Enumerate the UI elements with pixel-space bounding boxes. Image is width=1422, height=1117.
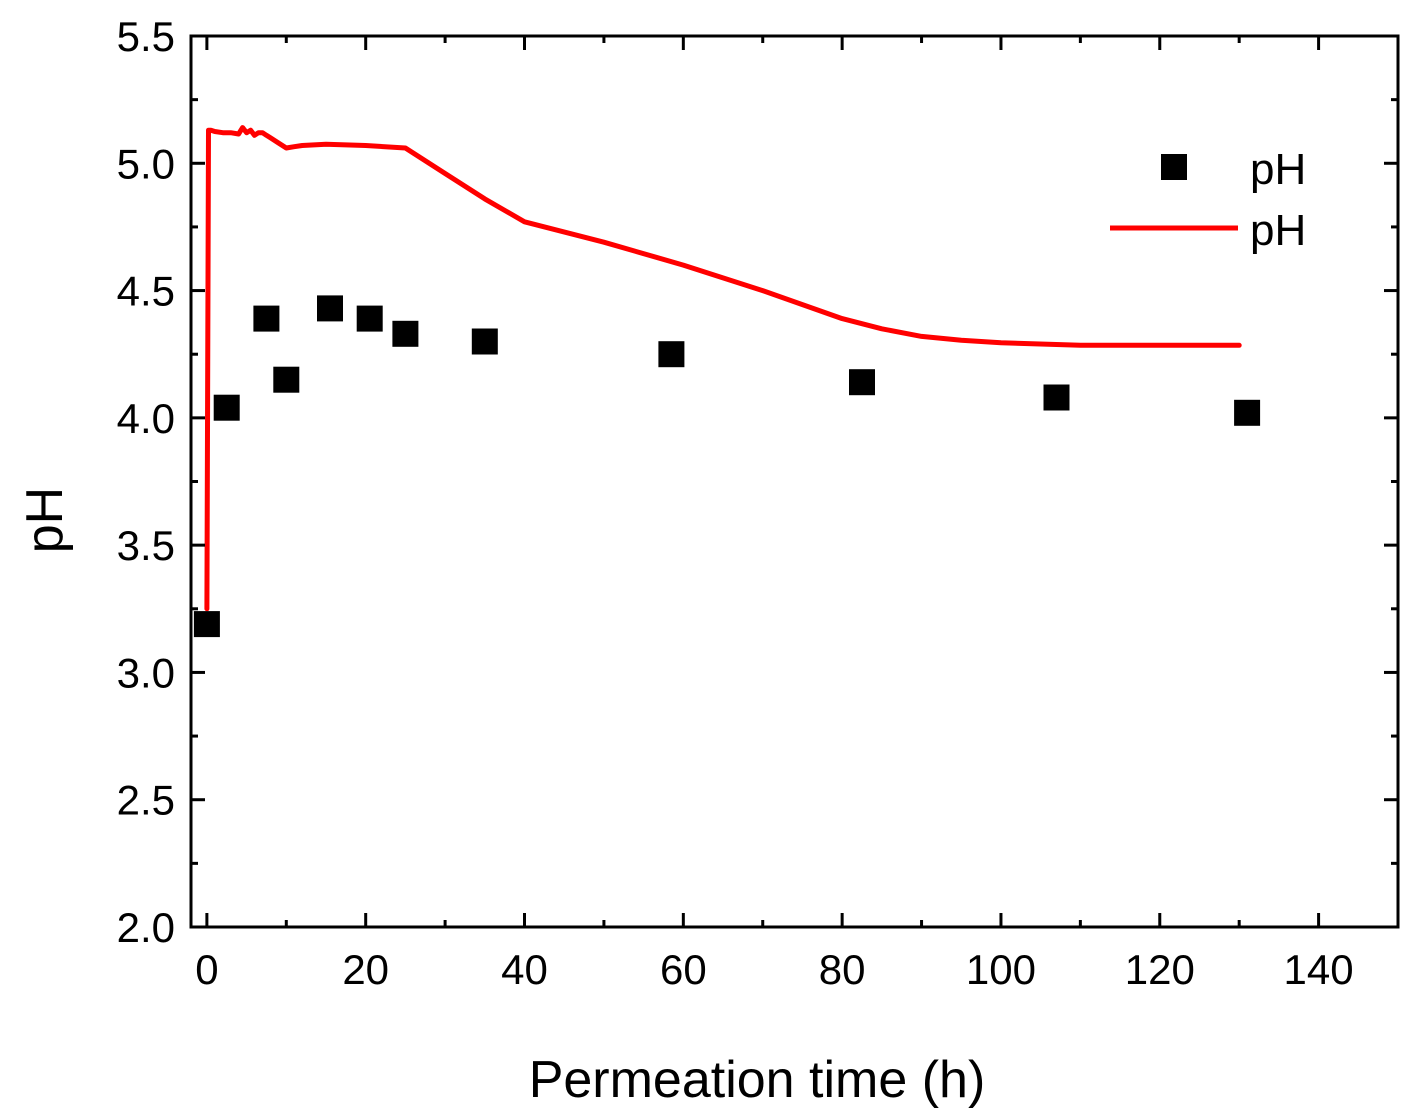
y-tick-label: 5.5 (117, 13, 175, 60)
plot-area (193, 125, 1261, 638)
x-axis-title: Permeation time (h) (529, 1051, 986, 1109)
x-tick-label: 40 (501, 946, 548, 993)
y-tick-label: 2.0 (117, 904, 175, 951)
scatter-point (356, 305, 383, 332)
y-tick-label: 3.0 (117, 649, 175, 696)
y-tick-label: 2.5 (117, 777, 175, 824)
x-tick-label: 80 (819, 946, 866, 993)
x-tick-label: 20 (342, 946, 389, 993)
legend-marker-square (1161, 154, 1187, 180)
legend: pH pH (1110, 145, 1306, 255)
line-series-ph (204, 125, 1242, 612)
scatter-point (658, 341, 685, 368)
scatter-point (213, 394, 240, 421)
scatter-point (1043, 384, 1070, 411)
axes (189, 34, 1400, 929)
y-axis-title: pH (16, 487, 74, 553)
scatter-point (471, 328, 498, 355)
scatter-point (273, 366, 300, 393)
plot-frame (189, 34, 1400, 929)
y-tick-label: 4.5 (117, 268, 175, 315)
x-tick-label: 0 (195, 946, 218, 993)
y-tick-label: 3.5 (117, 522, 175, 569)
scatter-point (392, 320, 419, 347)
scatter-point (317, 295, 343, 322)
legend-label-line: pH (1250, 206, 1306, 255)
x-tick-label: 60 (660, 946, 707, 993)
tick-labels: 0 20 40 60 80 100 120 140 2.0 2.5 3.0 3.5 4.0 4.5 5.0 5… (117, 13, 1354, 993)
x-tick-label: 100 (966, 946, 1036, 993)
scatter-point (193, 611, 220, 638)
y-tick-label: 5.0 (117, 140, 175, 187)
legend-label-scatter: pH (1250, 145, 1306, 194)
scatter-point (253, 305, 280, 332)
scatter-point (1234, 399, 1261, 426)
x-tick-label: 120 (1125, 946, 1195, 993)
x-tick-label: 140 (1284, 946, 1354, 993)
y-tick-label: 4.0 (117, 395, 175, 442)
scatter-point (849, 369, 875, 396)
